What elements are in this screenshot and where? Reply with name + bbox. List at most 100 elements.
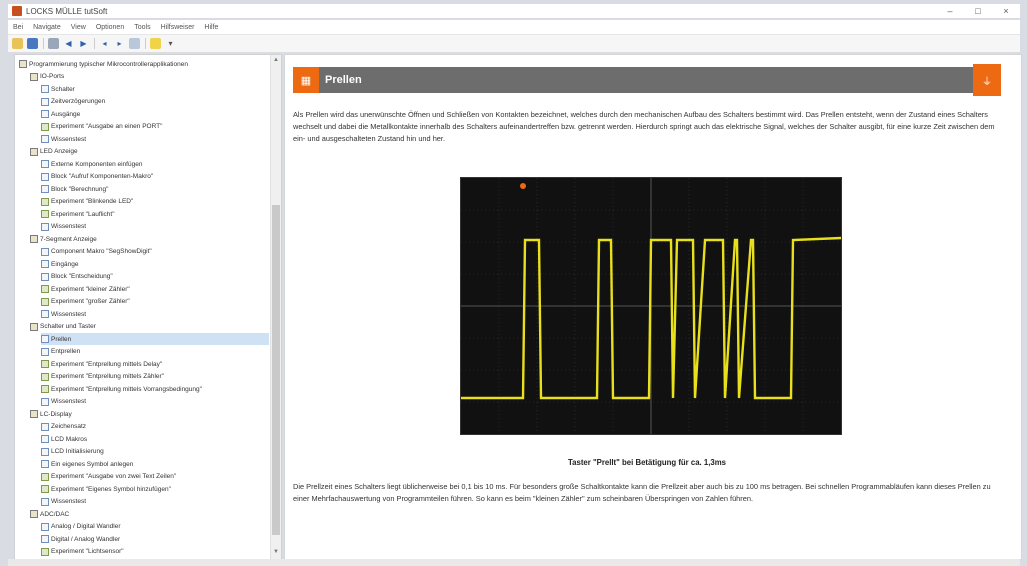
tree-item[interactable]: Prellen [41,333,269,345]
tree-item[interactable]: 7-Segment Anzeige [30,233,269,245]
tree-item[interactable]: LC-Display [30,408,269,420]
page-icon [41,172,49,181]
menu-help[interactable]: Hilfe [204,23,219,31]
home-icon[interactable] [129,38,140,49]
tree-item[interactable]: IO-Ports [30,71,269,83]
tree-item[interactable]: Analog / Digital Wandler [41,521,269,533]
tree-item-label: Analog / Digital Wandler [51,523,121,530]
page-icon [41,310,49,318]
tree-item[interactable]: Experiment "Entprellung mittels Delay" [41,358,269,370]
menu-helpers[interactable]: Hilfsweiser [160,23,195,31]
tree-item-label: Zeichensatz [51,423,87,430]
page-icon [41,247,49,256]
tree-item-label: LED Anzeige [40,148,78,155]
page-icon [41,460,49,468]
tree-item-label: Ein eigenes Symbol anlegen [51,460,134,468]
page-icon [41,110,49,118]
tree-item[interactable]: Wissenstest [41,496,269,508]
folder-icon [30,322,38,331]
menu-navigate[interactable]: Navigate [33,23,61,31]
tree-item-label: Experiment "Entprellung mittels Delay" [51,360,163,368]
back-icon[interactable]: ◀ [65,39,72,48]
page-icon [41,97,49,106]
tree-item[interactable]: Wissenstest [41,221,269,233]
tree-item[interactable]: Experiment "Ausgabe an einen PORT" [41,121,269,133]
save-icon[interactable] [27,38,38,49]
switch-symbol-icon: ⏚ [973,64,1001,96]
tree-item-label: Wissenstest [51,135,87,143]
tree-item[interactable]: Component Makro "SegShowDigit" [41,246,269,258]
star-icon[interactable] [150,38,161,49]
tree-item[interactable]: Experiment "Entprellung mittels Zähler" [41,371,269,383]
tree-item[interactable]: Ein eigenes Symbol anlegen [41,458,269,470]
tree-item-label: IO-Ports [40,73,65,80]
signal-trace [461,236,842,400]
print-icon[interactable] [48,38,59,49]
tree-item[interactable]: Experiment "Blinkende LED" [41,196,269,208]
tree-item-label: ADC/DAC [40,510,70,518]
tree-item-label: Experiment "Blinkende LED" [51,198,134,205]
tree-item[interactable]: Wissenstest [41,133,269,145]
tree-item[interactable]: Wissenstest [41,308,269,320]
tree-item[interactable]: Experiment "Lauflicht" [41,208,269,220]
tree-item[interactable]: Externe Komponenten einfügen [41,158,269,170]
tree-item[interactable]: Block "Aufruf Komponenten-Makro" [41,171,269,183]
tree-item[interactable]: Experiment "Entprellung mittels Vorrangs… [41,383,269,395]
menu-file[interactable]: Bei [13,23,24,31]
tree-item[interactable]: Experiment "großer Zähler" [41,296,269,308]
tree-item[interactable]: LED Anzeige [30,146,269,158]
forward-icon[interactable]: ▶ [80,39,87,48]
tree-item-label: Wissenstest [51,310,87,318]
content-pane: ▦ Prellen ⏚ Als Prellen wird das unerwün… [284,54,1022,560]
close-button[interactable]: × [1003,6,1009,16]
tree-item[interactable]: Digital / Analog Wandler [41,533,269,545]
tree-item[interactable]: Programmierung typischer Mikrocontroller… [19,58,269,70]
menu-tools[interactable]: Tools [134,23,151,31]
scrollbar-thumb[interactable] [272,205,280,535]
tree-item-label: Experiment "Ausgabe von zwei Text Zeilen… [51,473,177,480]
dropdown-icon[interactable]: ▾ [168,39,173,48]
maximize-button[interactable]: □ [975,6,981,16]
tree-item[interactable]: LCD Initialisierung [41,446,269,458]
tree-scrollbar[interactable]: ▲ ▼ [270,55,281,559]
tree-item[interactable]: Experiment "kleiner Zähler" [41,283,269,295]
page-icon [41,160,49,168]
scroll-down-icon[interactable]: ▼ [273,549,279,555]
tree-item[interactable]: Block "Berechnung" [41,183,269,195]
content-header: ▦ Prellen ⏚ [293,64,1001,96]
tree-item[interactable]: Zeichensatz [41,421,269,433]
page-icon [41,422,49,431]
next-icon[interactable]: ▸ [117,39,122,48]
tree-item[interactable]: Schalter [41,83,269,95]
tree-item[interactable]: Experiment "Lichtsensor" [41,546,269,558]
tree-item[interactable]: Schalter und Taster [30,321,269,333]
folder-icon [30,510,38,518]
tree-item-label: Experiment "Eigenes Symbol hinzufügen" [51,485,171,493]
tree-item[interactable]: Experiment "Eigenes Symbol hinzufügen" [41,483,269,495]
chapter-icon: ▦ [293,67,319,93]
tree-item[interactable]: ADC/DAC [30,508,269,520]
tree-item[interactable]: Wissenstest [41,396,269,408]
prev-icon[interactable]: ◂ [102,39,107,48]
page-title: Prellen [325,74,362,86]
toolbar-separator [94,38,95,49]
tree-item-label: Wissenstest [51,223,87,230]
tree-item[interactable]: LCD Makros [41,433,269,445]
tree-item[interactable]: Entprellen [41,346,269,358]
tree-item[interactable]: Eingänge [41,258,269,270]
menu-view[interactable]: View [70,23,86,31]
tree-item-label: Zeitverzögerungen [51,98,106,105]
menu-options[interactable]: Optionen [95,23,125,31]
tree-item-label: Experiment "Entprellung mittels Zähler" [51,373,164,380]
minimize-button[interactable]: – [947,6,953,16]
tree-item[interactable]: Experiment "Ausgabe von zwei Text Zeilen… [41,471,269,483]
tree-item[interactable]: Block "Entscheidung" [41,271,269,283]
tree-item[interactable]: Zeitverzögerungen [41,96,269,108]
tree-item[interactable]: Ausgänge [41,108,269,120]
tree-item-label: Eingänge [51,260,79,268]
scroll-up-icon[interactable]: ▲ [273,57,279,63]
window-controls: – □ × [936,6,1020,16]
open-icon[interactable] [12,38,23,49]
toolbar: ◀ ▶ ◂ ▸ ▾ [8,35,1020,53]
page-icon [41,447,49,456]
